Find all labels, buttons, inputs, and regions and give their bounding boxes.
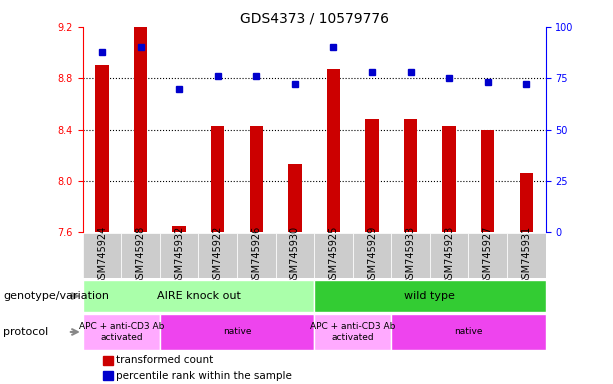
Bar bbox=[121, 233, 160, 278]
Bar bbox=[211, 126, 224, 232]
Text: GSM745922: GSM745922 bbox=[213, 226, 223, 285]
Text: native: native bbox=[223, 328, 251, 336]
Bar bbox=[314, 280, 546, 312]
Title: GDS4373 / 10579776: GDS4373 / 10579776 bbox=[240, 12, 389, 26]
Bar bbox=[314, 314, 391, 350]
Text: GSM745927: GSM745927 bbox=[482, 226, 493, 285]
Text: GSM745930: GSM745930 bbox=[290, 226, 300, 285]
Bar bbox=[520, 173, 533, 232]
Text: APC + anti-CD3 Ab
activated: APC + anti-CD3 Ab activated bbox=[78, 322, 164, 342]
Bar bbox=[134, 27, 147, 232]
Bar bbox=[83, 233, 121, 278]
Text: native: native bbox=[454, 328, 482, 336]
Bar bbox=[237, 233, 276, 278]
Bar bbox=[95, 65, 109, 232]
Text: protocol: protocol bbox=[3, 327, 48, 337]
Bar bbox=[507, 233, 546, 278]
Bar bbox=[468, 233, 507, 278]
Text: wild type: wild type bbox=[405, 291, 455, 301]
Bar bbox=[391, 314, 546, 350]
Text: GSM745929: GSM745929 bbox=[367, 226, 377, 285]
Bar bbox=[443, 126, 456, 232]
Bar bbox=[391, 233, 430, 278]
Text: GSM745925: GSM745925 bbox=[329, 226, 338, 285]
Bar bbox=[365, 119, 379, 232]
Bar bbox=[481, 129, 495, 232]
Bar bbox=[314, 233, 352, 278]
Bar bbox=[199, 233, 237, 278]
Bar bbox=[103, 356, 113, 365]
Bar bbox=[172, 226, 186, 232]
Text: APC + anti-CD3 Ab
activated: APC + anti-CD3 Ab activated bbox=[310, 322, 395, 342]
Bar bbox=[288, 164, 302, 232]
Text: transformed count: transformed count bbox=[116, 356, 214, 366]
Bar bbox=[430, 233, 468, 278]
Bar bbox=[103, 371, 113, 380]
Bar bbox=[249, 126, 263, 232]
Bar bbox=[276, 233, 314, 278]
Text: GSM745932: GSM745932 bbox=[174, 226, 184, 285]
Text: AIRE knock out: AIRE knock out bbox=[156, 291, 240, 301]
Text: GSM745928: GSM745928 bbox=[135, 226, 146, 285]
Bar bbox=[352, 233, 391, 278]
Bar bbox=[83, 314, 160, 350]
Bar bbox=[83, 280, 314, 312]
Text: GSM745923: GSM745923 bbox=[444, 226, 454, 285]
Bar bbox=[160, 233, 199, 278]
Text: GSM745924: GSM745924 bbox=[97, 226, 107, 285]
Text: GSM745926: GSM745926 bbox=[251, 226, 261, 285]
Text: GSM745931: GSM745931 bbox=[521, 226, 531, 285]
Bar bbox=[327, 69, 340, 232]
Bar bbox=[404, 119, 417, 232]
Text: genotype/variation: genotype/variation bbox=[3, 291, 109, 301]
Text: GSM745933: GSM745933 bbox=[406, 226, 416, 285]
Text: percentile rank within the sample: percentile rank within the sample bbox=[116, 371, 292, 381]
Bar bbox=[160, 314, 314, 350]
